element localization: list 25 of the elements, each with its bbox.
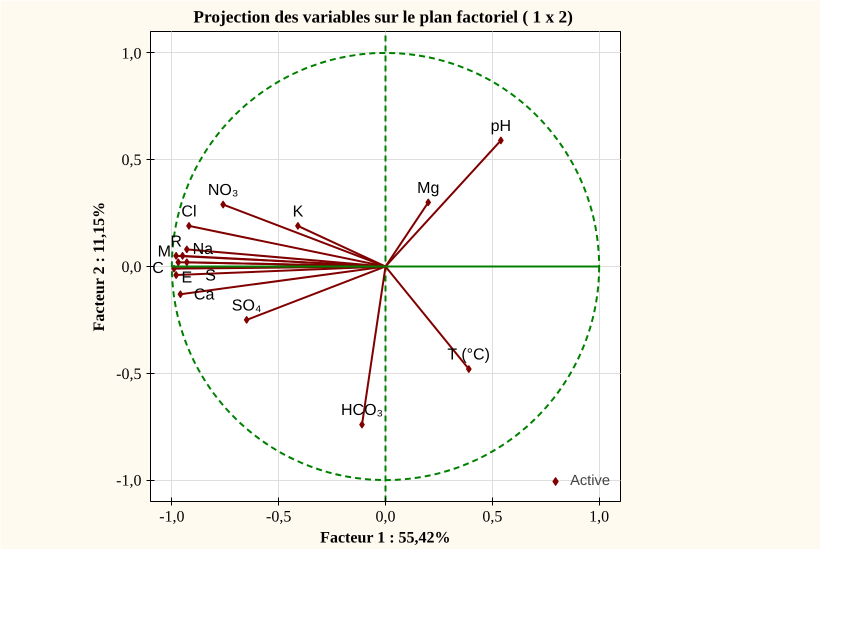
annotation: Mg	[417, 180, 440, 197]
chart-title: Projection des variables sur le plan factoriel ( 1 x 2)	[193, 8, 574, 26]
annotation: K	[292, 203, 304, 220]
y-tick-label: 0,5	[122, 152, 142, 170]
y-tick-label: -1,0	[116, 472, 142, 490]
annotation: C	[152, 260, 164, 278]
y-tick-label: 1,0	[122, 45, 142, 62]
y-axis-title: Facteur 2 : 11,15%	[91, 202, 108, 332]
x-axis-title: Facteur 1 : 55,42%	[320, 530, 451, 546]
annotation: NO₃	[208, 182, 238, 200]
annotation: R	[170, 233, 182, 250]
annotation: M	[158, 244, 171, 261]
x-tick-label: -1,0	[159, 508, 185, 526]
annotation: Ca	[194, 286, 214, 304]
y-tick-label: -0,5	[116, 366, 142, 383]
annotation: pH	[490, 118, 512, 135]
legend-label: Active	[570, 473, 610, 489]
x-tick-label: -0,5	[266, 508, 292, 526]
annotation: SO₄	[232, 297, 262, 314]
x-tick-label: 0,0	[376, 508, 396, 526]
annotation: T (°C)	[447, 346, 490, 364]
y-tick-label: 0,0	[122, 259, 142, 276]
annotation: Cl	[181, 203, 197, 220]
x-tick-label: 0,5	[482, 508, 502, 526]
x-tick-label: 1,0	[589, 508, 610, 526]
